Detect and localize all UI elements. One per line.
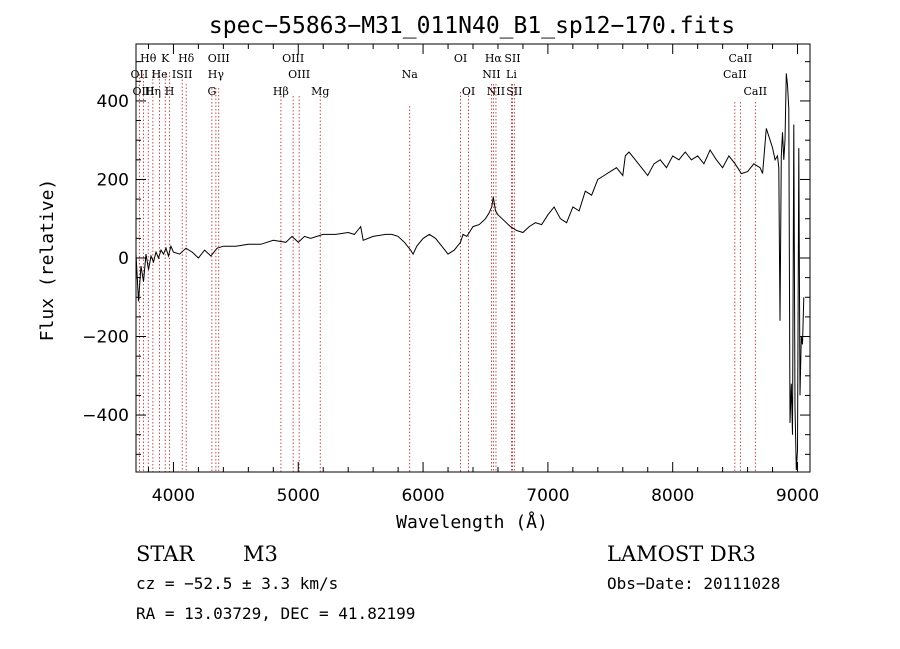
x-tick-label: 5000	[277, 486, 320, 506]
spectral-line-label: OIII	[132, 85, 154, 98]
x-tick-label: 7000	[526, 486, 569, 506]
spectral-line-label: OI	[454, 52, 467, 65]
spectral-line-label: Hγ	[208, 68, 225, 81]
y-tick-label: −200	[82, 328, 129, 348]
spectral-line-label: OIII	[288, 68, 310, 81]
x-axis-label: Wavelength (Å)	[396, 511, 548, 533]
x-tick-label: 6000	[401, 486, 444, 506]
sky-coordinates: RA = 13.03729, DEC = 41.82199	[136, 604, 415, 623]
spectral-line-label: OIII	[208, 52, 230, 65]
spectral-line-label: G	[207, 85, 216, 98]
spectral-line-label: CaII	[743, 85, 767, 98]
y-tick-label: 400	[97, 92, 129, 112]
x-axis-ticks: 4000 5000 6000 7000 8000 9000	[147, 44, 819, 506]
chart-title: spec−55863−M31_011N40_B1_sp12−170.fits	[209, 13, 735, 39]
spectral-line-label: OI	[462, 85, 475, 98]
redshift-velocity: cz = −52.5 ± 3.3 km/s	[136, 574, 338, 593]
survey-name: LAMOST DR3	[607, 542, 756, 566]
y-axis-label: Flux (relative)	[37, 179, 58, 342]
observation-date: Obs−Date: 20111028	[607, 574, 780, 593]
spectral-line-label: Hη	[145, 85, 161, 98]
spectral-line-label: CaII	[723, 68, 747, 81]
spectral-line-label: ISII	[172, 68, 193, 81]
spectrum-series-line	[135, 73, 805, 471]
spectral-line-label: Hβ	[273, 85, 289, 98]
spectral-line-label: NII	[482, 68, 500, 81]
spectral-line-label: OII	[131, 68, 149, 81]
spectral-line-markers	[138, 72, 756, 472]
spectral-line-label: CaII	[729, 52, 753, 65]
spectral-line-labels: Hθ OII OIII K He Hη H Hδ ISII OIII Hγ G OIII OIII Hβ Mg…	[131, 52, 768, 98]
plot-frame	[135, 43, 811, 473]
spectral-line-label: Hδ	[178, 52, 195, 65]
spectral-line-label: He	[152, 68, 168, 81]
y-tick-label: −400	[82, 406, 129, 426]
spectral-line-label: OIII	[282, 52, 304, 65]
spectral-line-label: Li	[506, 68, 517, 81]
spectral-line-label: SII	[506, 85, 522, 98]
spectral-line-label: Hθ	[140, 52, 157, 65]
object-subclass: M3	[243, 542, 278, 566]
y-tick-label: 200	[97, 170, 129, 190]
y-axis-ticks: −400 −200 0 200 400	[82, 61, 810, 455]
y-tick-label: 0	[118, 249, 129, 269]
spectral-line-label: K	[161, 52, 170, 65]
spectral-line-label: Hα	[485, 52, 503, 65]
object-class: STAR	[136, 542, 195, 566]
x-tick-label: 9000	[776, 486, 819, 506]
x-tick-label: 4000	[152, 486, 195, 506]
spectral-line-label: H	[165, 85, 175, 98]
spectral-line-label: Mg	[311, 85, 329, 98]
spectral-line-label: Na	[402, 68, 419, 81]
x-tick-label: 8000	[651, 486, 694, 506]
spectral-line-label: NII	[487, 85, 505, 98]
spectral-line-label: SII	[504, 52, 520, 65]
